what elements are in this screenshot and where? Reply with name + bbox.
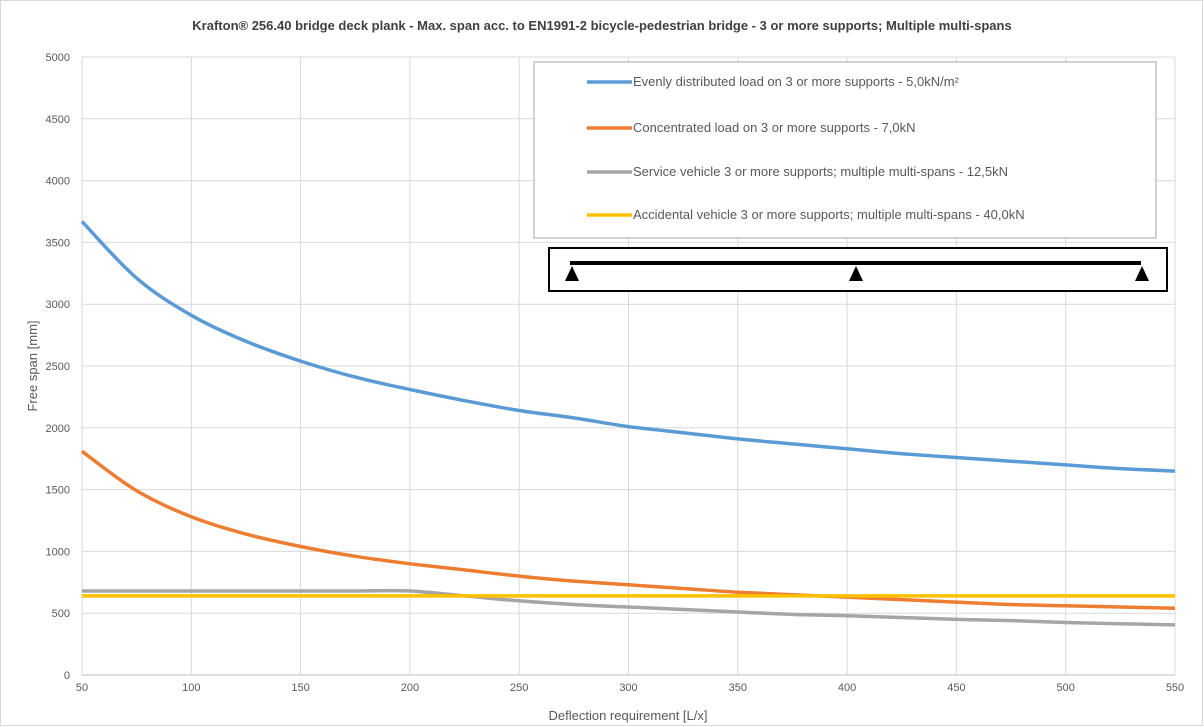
legend-label-4: Accidental vehicle 3 or more supports; m… xyxy=(633,207,1025,222)
y-tick-label: 500 xyxy=(52,608,70,620)
x-tick-label: 500 xyxy=(1057,682,1075,694)
legend-label-1: Evenly distributed load on 3 or more sup… xyxy=(633,74,960,89)
legend-box xyxy=(533,61,1157,239)
x-tick-label: 150 xyxy=(291,682,309,694)
x-tick-label: 400 xyxy=(838,682,856,694)
y-tick-label: 1500 xyxy=(46,485,70,497)
y-tick-label: 3500 xyxy=(46,237,70,249)
support-middle-icon xyxy=(849,266,863,281)
series-line-3 xyxy=(82,588,1176,627)
x-tick-label: 100 xyxy=(182,682,200,694)
support-right-icon xyxy=(1135,266,1149,281)
support-diagram xyxy=(548,247,1168,292)
series-lines xyxy=(80,220,1176,627)
x-tick-label: 350 xyxy=(729,682,747,694)
y-axis-label: Free span [mm] xyxy=(25,320,40,411)
support-left-icon xyxy=(565,266,579,281)
x-tick-label: 550 xyxy=(1166,682,1184,694)
y-tick-label: 1000 xyxy=(46,546,70,558)
grid-lines xyxy=(81,56,1176,676)
x-tick-label: 200 xyxy=(401,682,419,694)
y-tick-label: 4000 xyxy=(46,176,70,188)
series-line-2 xyxy=(80,449,1176,611)
x-tick-label: 300 xyxy=(619,682,637,694)
x-axis-ticks: 50 100 150 200 250 300 350 400 450 500 550 xyxy=(76,682,1184,694)
legend: Evenly distributed load on 3 or more sup… xyxy=(533,61,1157,239)
x-tick-label: 50 xyxy=(76,682,88,694)
legend-label-3: Service vehicle 3 or more supports; mult… xyxy=(633,164,1008,179)
legend-label-2: Concentrated load on 3 or more supports … xyxy=(633,120,916,135)
chart-title: Krafton® 256.40 bridge deck plank - Max.… xyxy=(192,18,1012,33)
y-tick-label: 0 xyxy=(64,670,70,682)
x-tick-label: 250 xyxy=(510,682,528,694)
y-tick-label: 3000 xyxy=(46,299,70,311)
y-axis-ticks: 0 500 1000 1500 2000 2500 3000 3500 4000 4500 5000 xyxy=(46,52,70,682)
x-axis-label: Deflection requirement [L/x] xyxy=(549,708,708,723)
y-tick-label: 4500 xyxy=(46,114,70,126)
y-tick-label: 5000 xyxy=(46,52,70,64)
x-tick-label: 450 xyxy=(947,682,965,694)
y-tick-label: 2000 xyxy=(46,423,70,435)
support-diagram-box xyxy=(548,247,1168,292)
y-tick-label: 2500 xyxy=(46,361,70,373)
series-line-1 xyxy=(80,220,1176,473)
